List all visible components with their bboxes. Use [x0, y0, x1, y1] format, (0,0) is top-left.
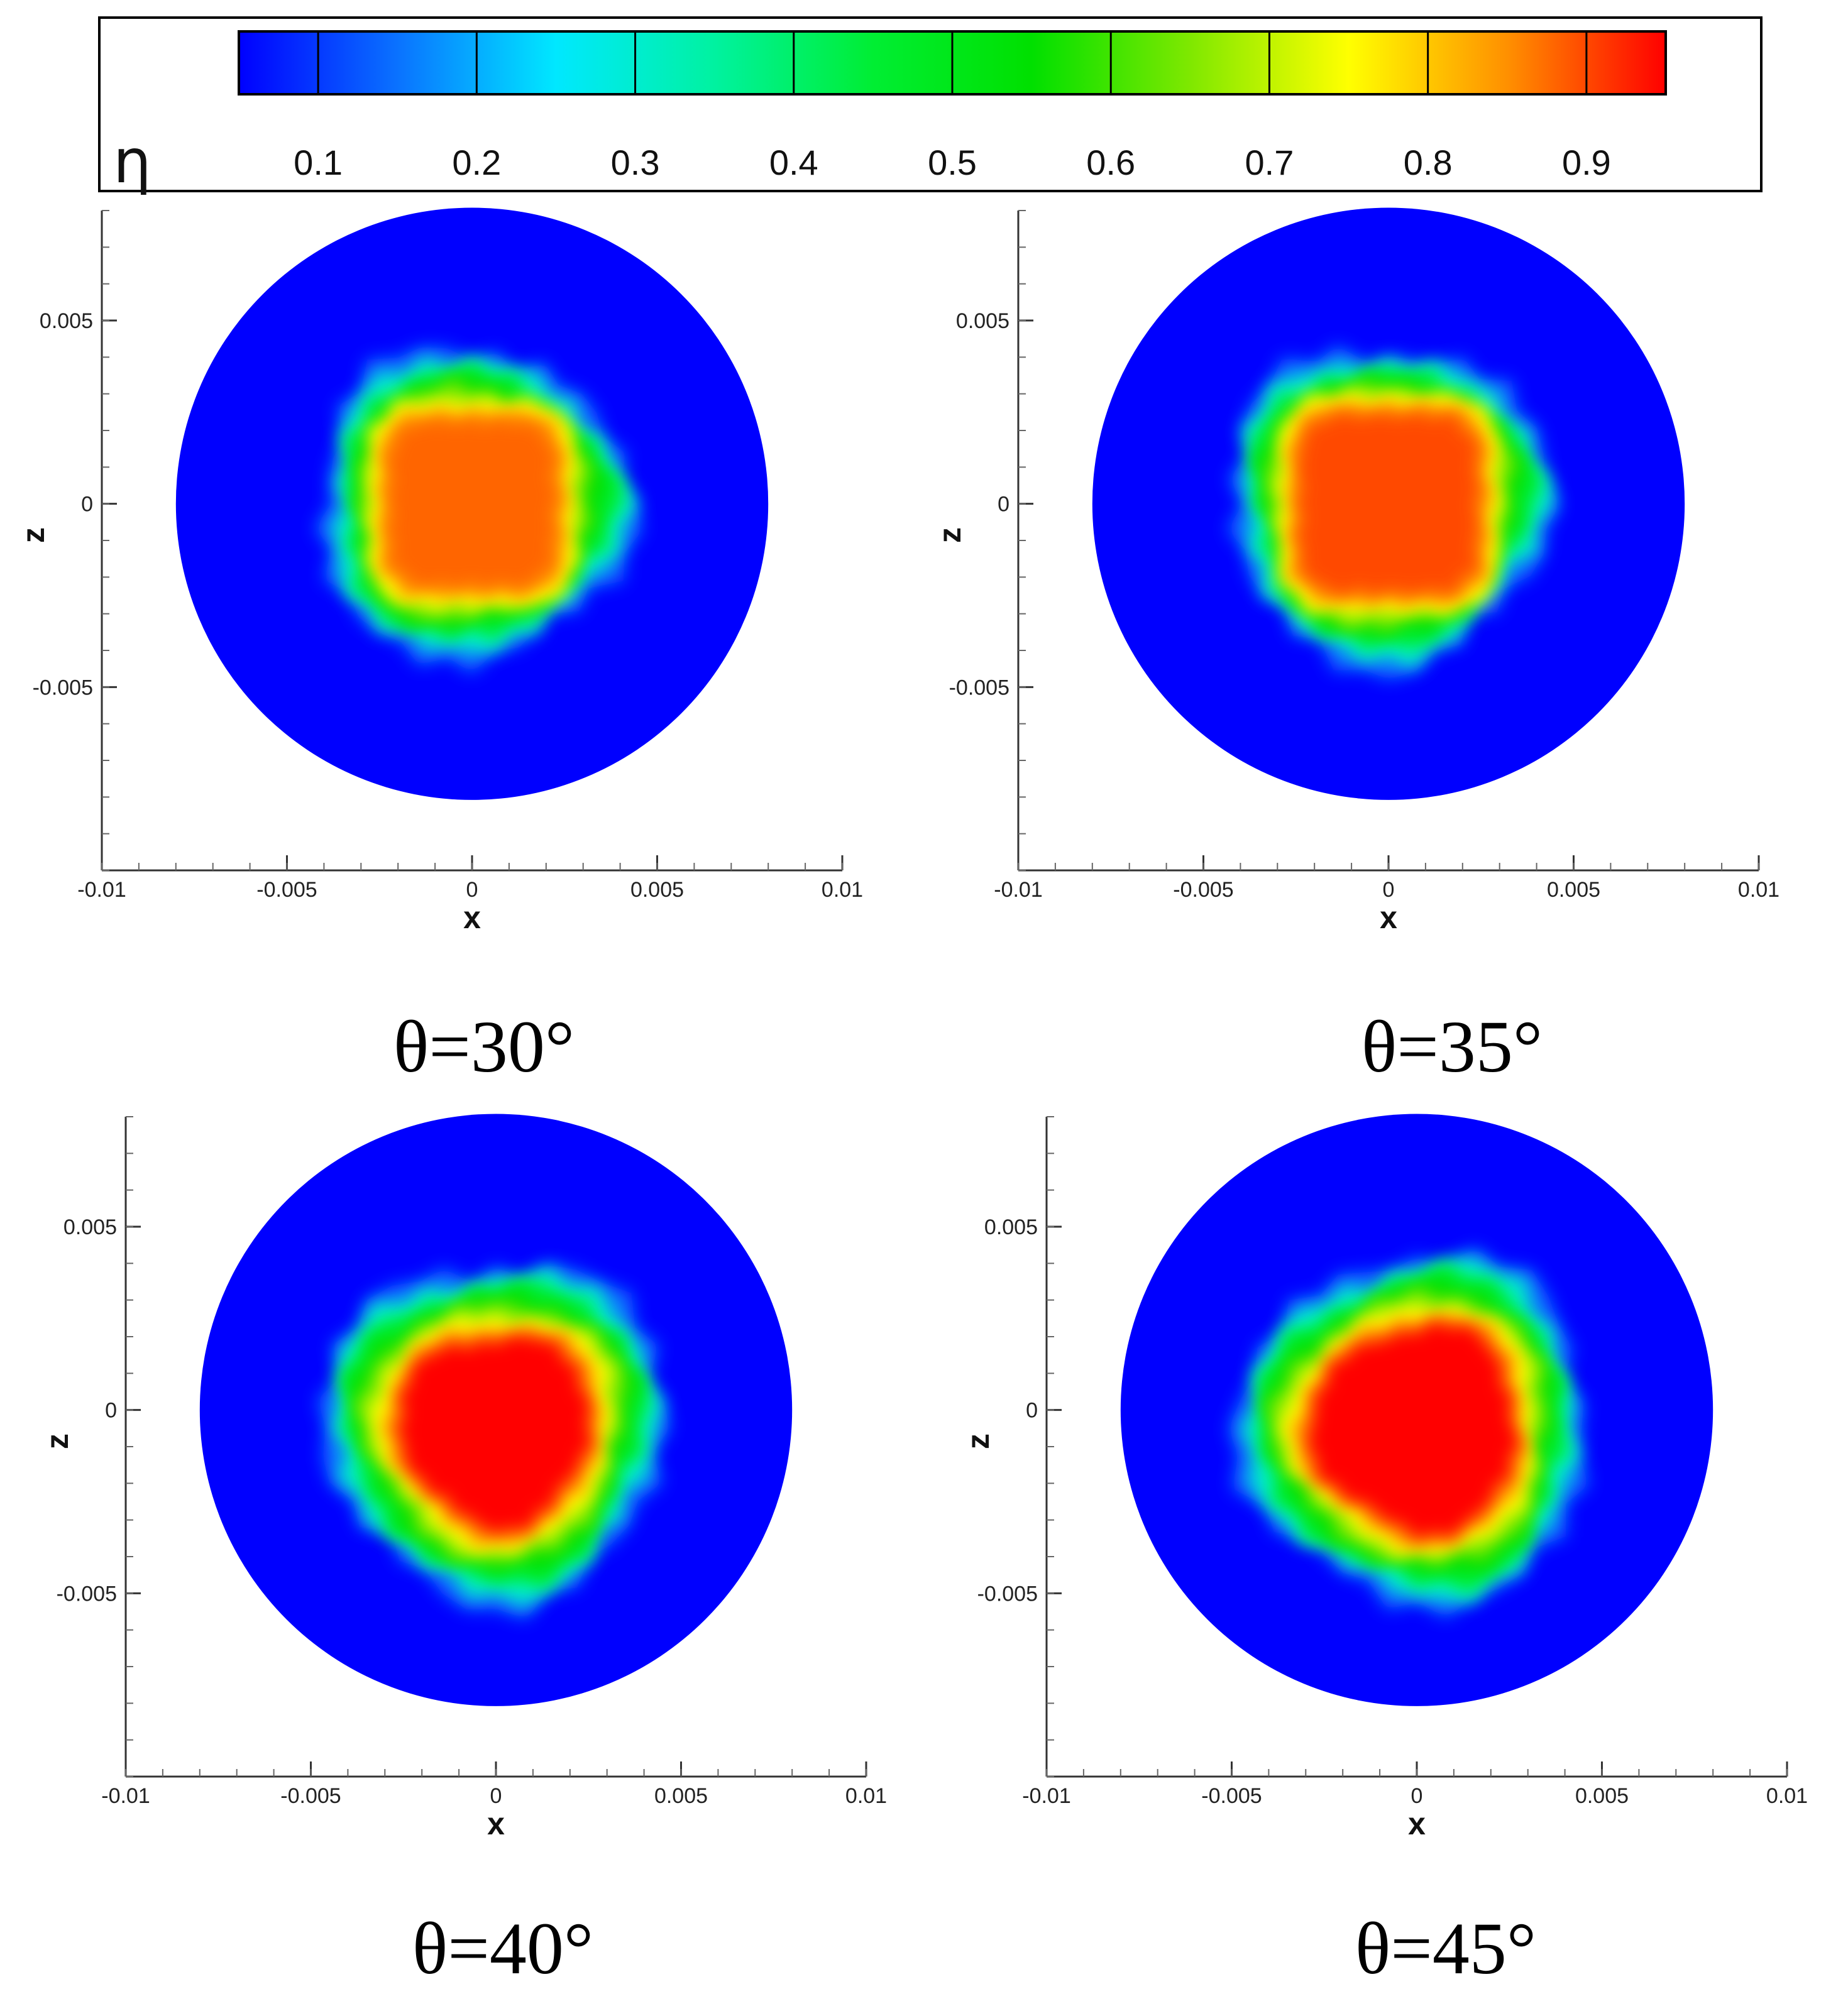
y-tick-label: 0.005	[63, 1215, 117, 1239]
colorbar-tick-label: 0.6	[1086, 143, 1135, 182]
x-tick-label: -0.01	[1022, 1784, 1071, 1808]
y-axis-label: z	[40, 1433, 75, 1449]
x-axis-label: x	[1408, 1806, 1426, 1841]
panel-4: -0.01 -0.005 0 0.005 0.01 0.005 0 -0.005 x z θ=45°	[960, 1114, 1808, 1990]
y-tick-label: 0.005	[956, 309, 1009, 333]
x-ticks: -0.01 -0.005 0 0.005 0.01	[994, 855, 1779, 902]
x-tick-label: 0	[466, 878, 478, 902]
y-tick-label: 0	[81, 493, 93, 517]
panel-2: -0.01 -0.005 0 0.005 0.01 0.005 0 -0.005 x z θ=35°	[932, 207, 1779, 1088]
colorbar-legend: 0.1 0.2 0.3 0.4 0.5 0.6 0.7 0.8 0.9 η	[98, 16, 1763, 197]
panel-1: -0.01 -0.005 0 0.005 0.01 0.005 0 -0.005 x z θ=30°	[16, 207, 863, 1088]
y-tick-label: -0.005	[977, 1582, 1038, 1606]
y-tick-label: 0	[998, 493, 1009, 517]
contour-field	[1227, 345, 1561, 680]
y-tick-label: 0.005	[40, 309, 93, 333]
colorbar-ticks: 0.1 0.2 0.3 0.4 0.5 0.6 0.7 0.8 0.9	[294, 31, 1611, 182]
x-tick-label: 0.01	[1738, 878, 1779, 902]
y-axis-label: z	[960, 1433, 996, 1449]
colorbar-title: η	[113, 126, 151, 197]
x-tick-label: 0	[1411, 1784, 1423, 1808]
x-axis-label: x	[487, 1806, 505, 1841]
x-tick-label: 0.005	[1575, 1784, 1629, 1808]
contour-level	[1295, 410, 1482, 597]
x-tick-label: -0.01	[77, 878, 126, 902]
colorbar-tick-label: 0.2	[452, 143, 501, 182]
y-tick-label: -0.005	[57, 1582, 117, 1606]
contour-field	[1228, 1247, 1590, 1618]
y-ticks: 0.005 0 -0.005	[33, 210, 117, 871]
contour-level	[1306, 1319, 1522, 1541]
x-tick-label: 0.005	[630, 878, 684, 902]
x-tick-label: 0.01	[1766, 1784, 1808, 1808]
x-tick-label: 0.005	[1547, 878, 1600, 902]
y-ticks: 0.005 0 -0.005	[57, 1116, 141, 1777]
colorbar-tick-label: 0.3	[611, 143, 660, 182]
x-tick-label: -0.005	[280, 1784, 341, 1808]
contour-level	[395, 1334, 595, 1535]
x-axis-label: x	[1380, 900, 1397, 935]
y-tick-label: -0.005	[949, 676, 1009, 699]
y-ticks: 0.005 0 -0.005	[977, 1116, 1062, 1777]
colorbar-tick-label: 0.5	[928, 143, 977, 182]
x-tick-label: -0.005	[1173, 878, 1233, 902]
y-axis-label: z	[932, 527, 967, 543]
y-ticks: 0.005 0 -0.005	[949, 210, 1033, 871]
x-tick-label: 0.005	[654, 1784, 708, 1808]
x-tick-label: 0.01	[822, 878, 863, 902]
panel-caption: θ=30°	[393, 1005, 575, 1088]
x-tick-label: -0.005	[256, 878, 317, 902]
x-ticks: -0.01 -0.005 0 0.005 0.01	[101, 1761, 887, 1808]
colorbar-tick-label: 0.7	[1245, 143, 1294, 182]
x-tick-label: 0	[1383, 878, 1395, 902]
y-tick-label: -0.005	[33, 676, 93, 699]
y-tick-label: 0.005	[984, 1215, 1038, 1239]
panel-caption: θ=40°	[412, 1907, 593, 1990]
x-tick-label: -0.01	[101, 1784, 150, 1808]
colorbar-tick-label: 0.8	[1404, 143, 1453, 182]
contour-field	[317, 1264, 670, 1619]
y-axis-label: z	[16, 527, 51, 543]
x-tick-label: -0.005	[1201, 1784, 1262, 1808]
panel-caption: θ=45°	[1355, 1907, 1536, 1990]
panel-caption: θ=35°	[1361, 1005, 1543, 1088]
contour-level	[386, 417, 559, 590]
x-axis-label: x	[463, 900, 481, 935]
x-ticks: -0.01 -0.005 0 0.005 0.01	[77, 855, 863, 902]
colorbar-tick-label: 0.1	[294, 143, 343, 182]
colorbar-tick-label: 0.9	[1562, 143, 1611, 182]
y-tick-label: 0	[1026, 1399, 1038, 1423]
x-tick-label: 0.01	[845, 1784, 887, 1808]
colorbar-tick-label: 0.4	[769, 143, 818, 182]
x-tick-label: 0	[490, 1784, 502, 1808]
x-tick-label: -0.01	[994, 878, 1043, 902]
panels: -0.01 -0.005 0 0.005 0.01 0.005 0 -0.005 x z θ=30°…	[16, 207, 1808, 1990]
y-tick-label: 0	[105, 1399, 117, 1423]
x-ticks: -0.01 -0.005 0 0.005 0.01	[1022, 1761, 1808, 1808]
panel-3: -0.01 -0.005 0 0.005 0.01 0.005 0 -0.005 x z θ=40°	[40, 1114, 887, 1990]
contour-field	[314, 347, 642, 674]
